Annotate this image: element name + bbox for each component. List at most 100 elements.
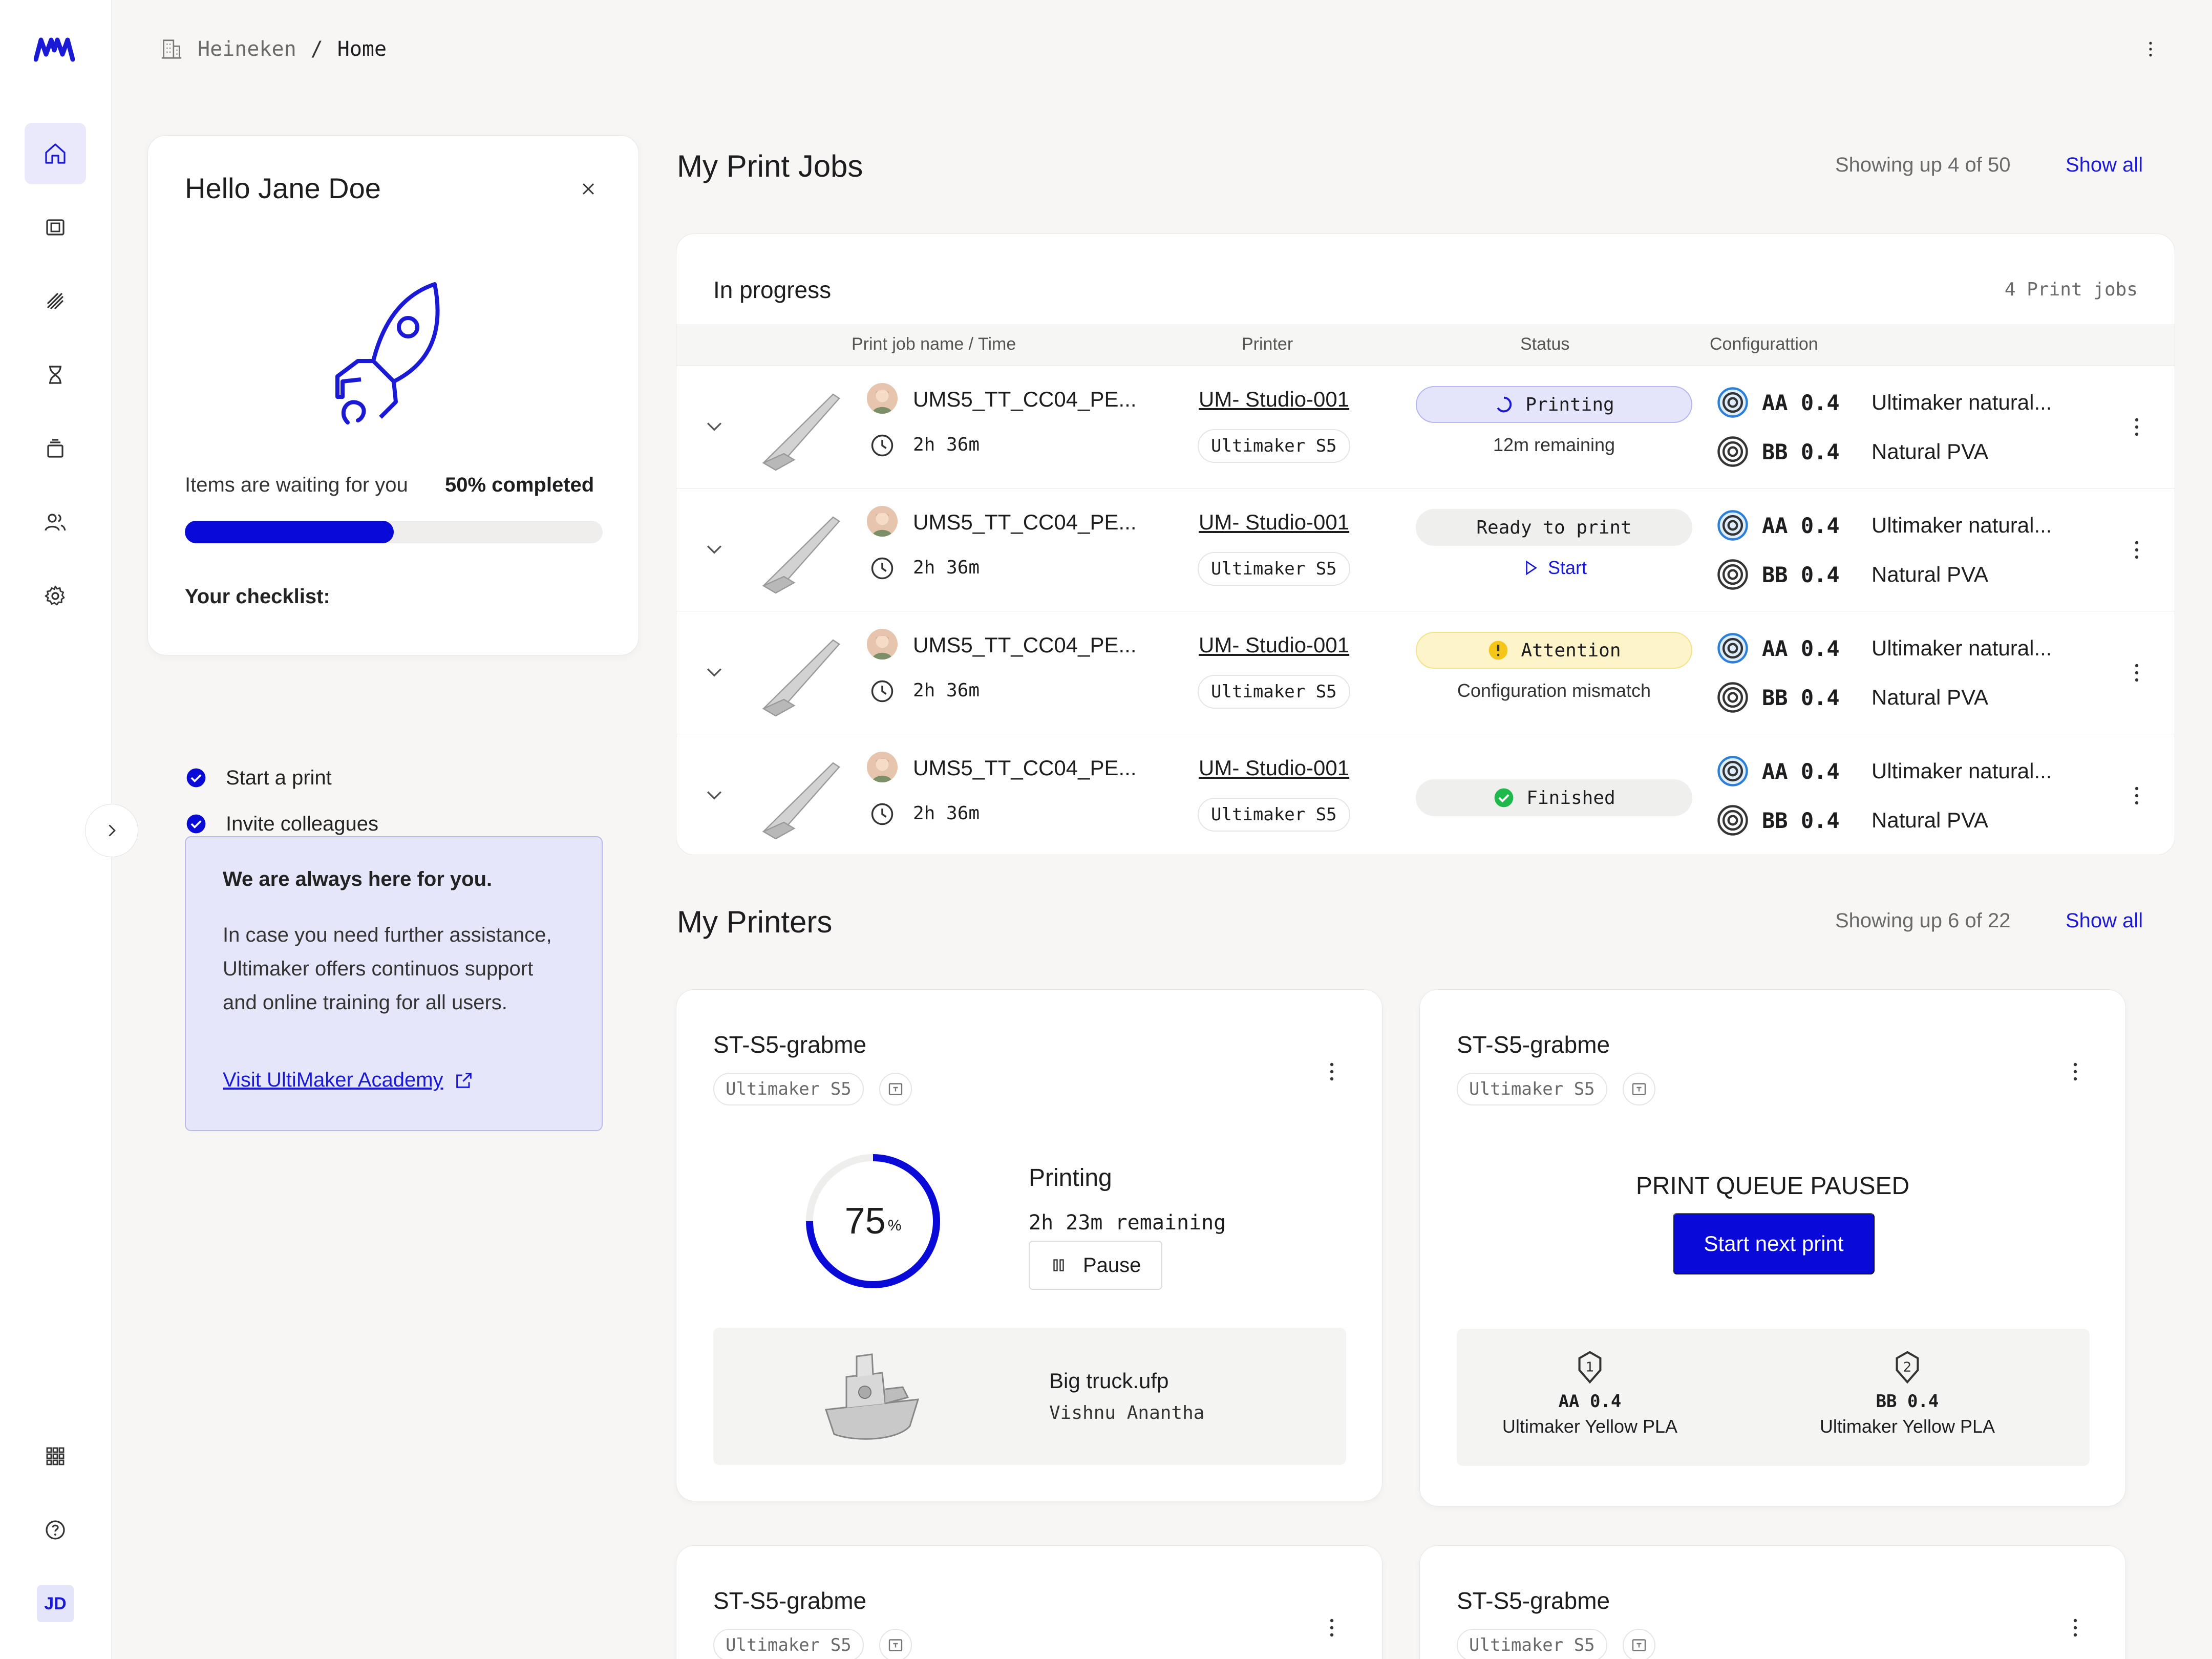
kebab-icon <box>1330 1619 1334 1637</box>
file-name[interactable]: Big truck.ufp <box>1049 1369 1169 1393</box>
print-jobs-show-all[interactable]: Show all <box>2066 154 2143 176</box>
job-printer-link[interactable]: UM- Studio-001 <box>1199 633 1350 657</box>
progress-number: 75 <box>844 1201 886 1242</box>
clock-icon <box>871 803 894 825</box>
success-icon <box>1494 788 1514 807</box>
ultimaker-logo[interactable] <box>34 34 75 65</box>
printer-name[interactable]: ST-S5-grabme <box>1457 1031 1610 1058</box>
person-avatar-icon <box>867 506 898 537</box>
printer-name[interactable]: ST-S5-grabme <box>713 1031 867 1058</box>
nav-printers-button[interactable] <box>25 197 86 258</box>
avatar <box>867 752 898 782</box>
extruder-1-code: AA 0.4 <box>1558 1391 1622 1412</box>
start-job-button[interactable]: Start <box>1416 557 1692 579</box>
print-jobs-title: My Print Jobs <box>677 149 863 183</box>
queue-status: PRINT QUEUE PAUSED <box>1635 1173 1910 1200</box>
job-name[interactable]: UMS5_TT_CC04_PE... <box>913 633 1137 657</box>
job-time: 2h 36m <box>913 557 980 578</box>
nav-home-button[interactable] <box>25 123 86 184</box>
row-more-button[interactable] <box>2124 538 2149 562</box>
column-header-job[interactable]: Print job name / Time <box>852 334 1016 354</box>
user-avatar[interactable]: JD <box>37 1585 74 1622</box>
warning-icon <box>1489 641 1508 660</box>
printers-show-all[interactable]: Show all <box>2066 909 2143 932</box>
print-progress-value: 75% <box>803 1152 943 1291</box>
printer-model-tag: Ultimaker S5 <box>713 1629 864 1659</box>
printer-name[interactable]: ST-S5-grabme <box>1457 1587 1610 1614</box>
printer-name[interactable]: ST-S5-grabme <box>713 1587 867 1614</box>
column-header-status[interactable]: Status <box>1520 334 1570 354</box>
row-more-button[interactable] <box>2124 415 2149 439</box>
config-material: Ultimaker natural... <box>1871 390 2052 414</box>
start-next-print-button[interactable]: Start next print <box>1673 1213 1875 1274</box>
table-row[interactable]: UMS5_TT_CC04_PE... 2h 36m UM- Studio-001 Ul… <box>676 611 2175 734</box>
help-button[interactable] <box>25 1499 86 1561</box>
job-name[interactable]: UMS5_TT_CC04_PE... <box>913 510 1137 534</box>
academy-link[interactable]: Visit UltiMaker Academy <box>223 1069 474 1092</box>
row-more-button[interactable] <box>2124 661 2149 685</box>
person-avatar-icon <box>867 629 898 660</box>
printer-model-tag: Ultimaker S5 <box>1457 1629 1607 1659</box>
chevron-down-icon[interactable] <box>703 538 726 560</box>
config-extruder-b: BB 0.4 Natural PVA <box>1716 802 1988 839</box>
job-name[interactable]: UMS5_TT_CC04_PE... <box>913 387 1137 411</box>
onboarding-progress-fill <box>185 521 394 543</box>
chevron-down-icon[interactable] <box>703 783 726 806</box>
job-name[interactable]: UMS5_TT_CC04_PE... <box>913 756 1137 780</box>
printer-model-tag: Ultimaker S5 <box>1198 429 1350 463</box>
checklist-item[interactable]: Invite colleagues <box>185 810 378 838</box>
config-extruder-a: AA 0.4 Ultimaker natural... <box>1716 384 2052 421</box>
printer-more-button[interactable] <box>1320 1059 1344 1084</box>
printer-model-tag: Ultimaker S5 <box>713 1073 864 1105</box>
printer-more-button[interactable] <box>2063 1059 2088 1084</box>
jobs-count: 4 Print jobs <box>2004 279 2138 300</box>
row-more-button[interactable] <box>2124 783 2149 808</box>
checklist-item[interactable]: Start a print <box>185 763 332 792</box>
job-printer-link[interactable]: UM- Studio-001 <box>1199 510 1350 534</box>
table-header: Print job name / Time Printer Status Con… <box>676 324 2175 365</box>
page-more-menu-button[interactable] <box>2138 37 2163 61</box>
close-welcome-button[interactable] <box>574 175 603 203</box>
printer-card[interactable]: ST-S5-grabme Ultimaker S5 <box>676 1545 1382 1659</box>
extruder-2-material: Ultimaker Yellow PLA <box>1819 1416 1995 1437</box>
chevron-down-icon[interactable] <box>703 661 726 683</box>
model-thumbnail <box>762 639 840 717</box>
printer-more-button[interactable] <box>1320 1615 1344 1640</box>
close-icon <box>583 183 594 195</box>
expand-panel-button[interactable] <box>85 804 138 857</box>
column-header-configuration[interactable]: Configurattion <box>1710 334 1818 354</box>
printer-icon <box>46 219 65 236</box>
apps-grid-button[interactable] <box>25 1426 86 1487</box>
pause-button[interactable]: Pause <box>1029 1241 1163 1290</box>
welcome-title: Hello Jane Doe <box>185 172 381 204</box>
nav-library-button[interactable] <box>25 418 86 479</box>
config-code: BB 0.4 <box>1762 439 1840 464</box>
nav-users-button[interactable] <box>25 492 86 553</box>
person-avatar-icon <box>867 752 898 782</box>
nav-queue-button[interactable] <box>25 344 86 406</box>
clock-icon <box>871 434 894 457</box>
gear-icon <box>45 585 65 606</box>
table-row[interactable]: UMS5_TT_CC04_PE... 2h 36m UM- Studio-001 Ul… <box>676 734 2175 855</box>
printer-model-tag: Ultimaker S5 <box>1198 798 1350 832</box>
chevron-down-icon[interactable] <box>703 415 726 437</box>
job-printer-link[interactable]: UM- Studio-001 <box>1199 387 1350 411</box>
breadcrumb-org[interactable]: Heineken <box>198 37 296 61</box>
nav-settings-button[interactable] <box>25 565 86 627</box>
spool-icon <box>1717 436 1748 467</box>
job-printer-link[interactable]: UM- Studio-001 <box>1199 756 1350 780</box>
printer-card[interactable]: ST-S5-grabme Ultimaker S5 PRINT QUEUE PA… <box>1419 989 2126 1506</box>
table-row[interactable]: UMS5_TT_CC04_PE... 2h 36m UM- Studio-001 Ul… <box>676 365 2175 488</box>
nav-materials-button[interactable] <box>25 270 86 332</box>
table-row[interactable]: UMS5_TT_CC04_PE... 2h 36m UM- Studio-001 Ul… <box>676 488 2175 611</box>
printer-more-button[interactable] <box>2063 1615 2088 1640</box>
column-header-printer[interactable]: Printer <box>1242 334 1293 354</box>
model-thumbnail <box>762 516 840 594</box>
library-icon <box>47 439 63 458</box>
printer-card[interactable]: ST-S5-grabme Ultimaker S5 75% Printing 2… <box>676 989 1382 1501</box>
printer-type-tag <box>1623 1629 1655 1659</box>
job-time: 2h 36m <box>913 803 980 824</box>
status-detail: Configuration mismatch <box>1457 680 1651 701</box>
config-code: BB 0.4 <box>1762 685 1840 710</box>
printer-card[interactable]: ST-S5-grabme Ultimaker S5 <box>1419 1545 2126 1659</box>
